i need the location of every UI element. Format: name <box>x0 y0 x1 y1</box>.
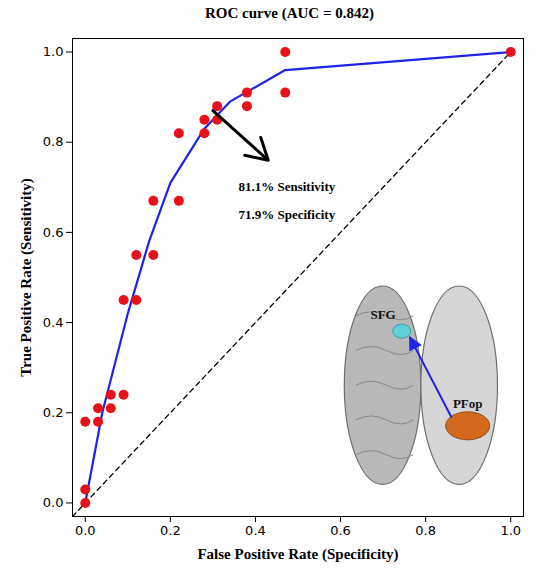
svg-text:0.8: 0.8 <box>415 523 436 538</box>
svg-text:1.0: 1.0 <box>43 44 64 59</box>
svg-text:0.6: 0.6 <box>330 523 351 538</box>
svg-text:81.1% Sensitivity: 81.1% Sensitivity <box>238 179 335 194</box>
svg-text:0.0: 0.0 <box>75 523 96 538</box>
svg-text:0.2: 0.2 <box>160 523 181 538</box>
svg-text:0.8: 0.8 <box>43 134 64 149</box>
svg-text:SFG: SFG <box>370 307 395 322</box>
svg-text:1.0: 1.0 <box>500 523 521 538</box>
svg-text:0.4: 0.4 <box>43 315 64 330</box>
svg-text:71.9% Specificity: 71.9% Specificity <box>238 207 335 222</box>
svg-text:True Positive Rate (Sensitivit: True Positive Rate (Sensitivity) <box>18 178 35 376</box>
svg-text:0.4: 0.4 <box>245 523 266 538</box>
svg-text:PFop: PFop <box>453 396 483 411</box>
svg-text:0.0: 0.0 <box>43 495 64 510</box>
svg-text:0.2: 0.2 <box>43 405 64 420</box>
svg-text:0.6: 0.6 <box>43 225 64 240</box>
svg-text:False Positive Rate (Specifici: False Positive Rate (Specificity) <box>197 546 398 563</box>
html-text:ROC curve (AUC = 0.842): ROC curve (AUC = 0.842) <box>205 5 374 21</box>
